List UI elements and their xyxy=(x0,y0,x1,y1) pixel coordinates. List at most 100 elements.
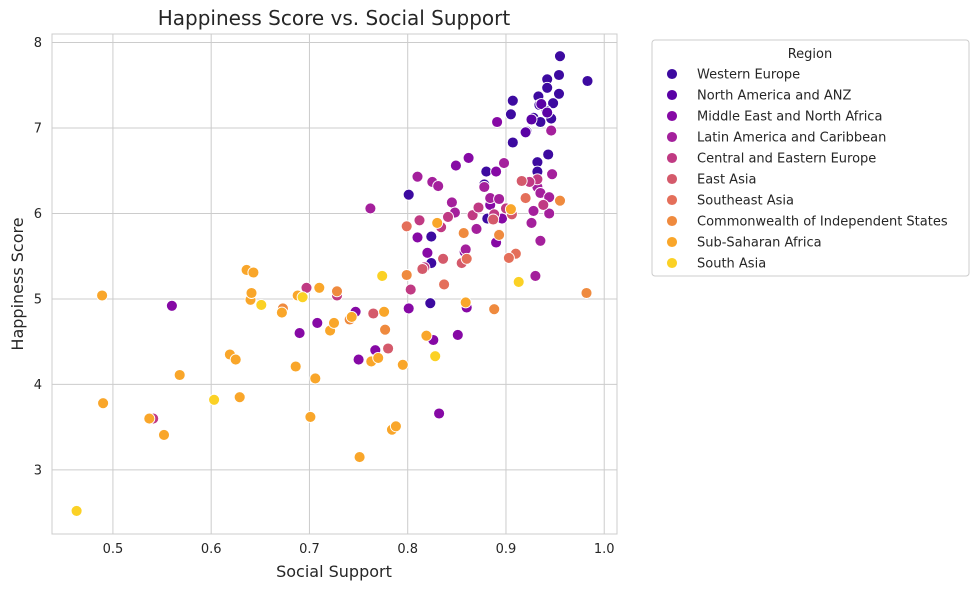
data-point xyxy=(506,136,519,149)
legend-items: Western Europe North America and ANZ Middl… xyxy=(666,68,948,272)
data-point xyxy=(413,214,426,227)
data-point xyxy=(472,201,485,214)
data-point xyxy=(376,269,389,282)
data-point xyxy=(502,251,515,264)
legend-title: Region xyxy=(788,47,833,62)
data-point xyxy=(400,269,413,281)
y-tick-label: 7 xyxy=(34,122,42,137)
data-point xyxy=(313,281,326,294)
data-point xyxy=(445,196,458,209)
data-point xyxy=(233,391,246,404)
data-point xyxy=(289,360,302,373)
legend-label: Central and Eastern Europe xyxy=(697,152,876,167)
data-point xyxy=(460,252,473,265)
data-point xyxy=(429,350,442,363)
legend-label: Middle East and North Africa xyxy=(697,110,882,125)
legend-marker xyxy=(666,89,678,101)
data-point xyxy=(451,328,464,341)
data-point xyxy=(504,203,517,216)
data-point xyxy=(527,204,540,217)
data-point xyxy=(534,234,547,247)
data-point xyxy=(396,358,409,371)
x-tick-label: 0.8 xyxy=(397,542,418,557)
data-point xyxy=(498,157,510,170)
data-point xyxy=(367,307,380,320)
legend-marker xyxy=(666,173,678,185)
legend-label: Southeast Asia xyxy=(697,194,794,209)
y-tick-label: 8 xyxy=(34,36,42,51)
legend-label: Sub-Saharan Africa xyxy=(697,236,822,251)
data-point xyxy=(529,269,542,282)
y-axis-ticks: 3 4 5 6 7 8 xyxy=(34,36,42,478)
data-point xyxy=(304,410,317,423)
data-point xyxy=(353,451,366,464)
legend-label: Western Europe xyxy=(697,68,800,83)
data-point xyxy=(425,230,438,243)
data-point xyxy=(275,306,288,319)
legend-marker xyxy=(666,152,678,164)
chart-title: Happiness Score vs. Social Support xyxy=(158,6,511,30)
data-point xyxy=(416,263,429,275)
data-point xyxy=(490,165,503,178)
legend-label: North America and ANZ xyxy=(697,89,851,104)
data-point xyxy=(245,287,258,299)
data-point xyxy=(165,299,178,312)
data-point xyxy=(432,180,445,193)
data-point xyxy=(537,198,550,211)
data-points xyxy=(70,50,594,517)
data-point xyxy=(158,428,170,441)
y-tick-label: 3 xyxy=(34,463,42,478)
data-point xyxy=(400,220,413,233)
data-point xyxy=(581,75,594,87)
data-point xyxy=(546,168,559,181)
data-point xyxy=(420,329,433,342)
data-point xyxy=(543,207,556,220)
data-point xyxy=(293,327,306,340)
data-point xyxy=(493,228,506,241)
data-point xyxy=(431,216,444,229)
legend-label: Latin America and Caribbean xyxy=(697,131,886,146)
y-axis-label: Happiness Score xyxy=(8,217,27,350)
data-point xyxy=(402,188,415,201)
data-point xyxy=(331,285,343,298)
data-point xyxy=(512,275,525,288)
data-point xyxy=(541,81,554,94)
legend-marker xyxy=(666,236,678,248)
data-point xyxy=(173,369,186,381)
data-point xyxy=(97,397,110,410)
data-point xyxy=(382,342,395,355)
data-point xyxy=(547,97,560,110)
legend-label: Commonwealth of Independent States xyxy=(697,215,948,230)
legend-label: South Asia xyxy=(697,257,766,272)
legend-marker xyxy=(666,257,678,269)
data-point xyxy=(402,302,415,315)
data-point xyxy=(424,297,437,310)
data-point xyxy=(506,94,519,107)
data-point xyxy=(515,175,528,187)
data-point xyxy=(462,151,475,164)
y-tick-label: 6 xyxy=(34,207,42,222)
x-axis-label: Social Support xyxy=(276,562,392,581)
data-point xyxy=(442,210,454,223)
data-point xyxy=(364,202,377,215)
data-point xyxy=(296,291,309,304)
data-point xyxy=(449,159,462,172)
data-point xyxy=(519,192,532,205)
data-point xyxy=(488,303,501,316)
legend-marker xyxy=(666,110,678,122)
data-point xyxy=(438,278,451,291)
x-tick-label: 0.7 xyxy=(299,542,320,557)
data-point xyxy=(229,353,242,366)
data-point xyxy=(493,193,506,205)
x-tick-label: 0.6 xyxy=(201,542,222,557)
legend-marker xyxy=(666,215,678,227)
data-point xyxy=(554,50,566,63)
data-point xyxy=(309,372,322,385)
legend-marker xyxy=(666,68,678,80)
data-point xyxy=(208,393,221,406)
data-point xyxy=(311,316,324,329)
x-tick-label: 1.0 xyxy=(594,542,615,557)
data-point xyxy=(553,69,565,81)
